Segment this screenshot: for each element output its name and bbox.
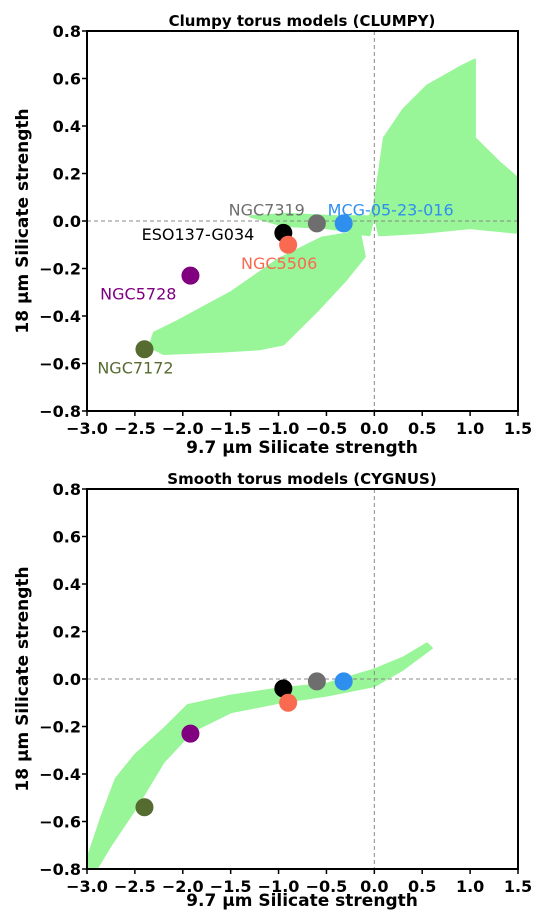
x-tick-label: −2.5: [114, 419, 156, 438]
point-mcg-05-23-016: [334, 672, 353, 691]
point-ngc7172: [135, 798, 154, 817]
y-tick-label: 0.4: [53, 117, 81, 136]
chart-title: Clumpy torus models (CLUMPY): [169, 12, 436, 30]
point-eso137-g034: [274, 679, 293, 698]
y-tick-label: 0.2: [53, 165, 81, 184]
x-tick-label: −1.0: [258, 877, 300, 896]
y-tick-label: −0.2: [39, 260, 81, 279]
x-tick-label: 0.5: [408, 419, 436, 438]
y-tick-label: 0.6: [53, 528, 81, 547]
label-mcg-05-23-016: MCG-05-23-016: [328, 200, 454, 219]
x-tick-label: −0.5: [306, 419, 348, 438]
y-tick-label: 0.8: [53, 480, 81, 499]
point-ngc5506: [279, 693, 298, 712]
point-ngc5728: [181, 266, 200, 285]
point-mcg-05-23-016: [334, 214, 353, 233]
plot-area: [87, 489, 518, 869]
x-tick-label: −1.5: [210, 419, 252, 438]
y-tick-label: 0.2: [53, 623, 81, 642]
x-tick-label: 0.0: [360, 419, 388, 438]
x-tick-label: −1.5: [210, 877, 252, 896]
y-tick-label: −0.8: [39, 860, 81, 879]
x-axis-label: 9.7 μm Silicate strength: [186, 438, 418, 458]
x-tick-label: −3.0: [66, 877, 108, 896]
label-eso137-g034: ESO137-G034: [142, 225, 255, 244]
y-tick-label: −0.6: [39, 813, 81, 832]
y-tick-label: −0.6: [39, 355, 81, 374]
x-tick-label: 0.5: [408, 877, 436, 896]
x-tick-label: 1.0: [456, 419, 484, 438]
y-axis-label: 18 μm Silicate strength: [13, 108, 33, 333]
y-tick-label: 0.6: [53, 70, 81, 89]
y-tick-label: −0.4: [39, 765, 81, 784]
point-ngc5728: [181, 724, 200, 743]
y-tick-label: −0.8: [39, 402, 81, 421]
x-tick-label: −2.0: [162, 419, 204, 438]
x-tick-label: 1.5: [504, 877, 532, 896]
point-ngc5506: [279, 235, 298, 254]
model-region: [148, 58, 518, 355]
x-axis-label: 9.7 μm Silicate strength: [186, 891, 418, 910]
chart-title: Smooth torus models (CYGNUS): [167, 470, 436, 488]
point-ngc7319: [307, 672, 326, 691]
x-tick-label: −1.0: [258, 419, 300, 438]
label-ngc5728: NGC5728: [100, 285, 176, 304]
label-ngc5506: NGC5506: [241, 254, 317, 273]
y-tick-label: 0.0: [53, 670, 81, 689]
point-ngc7319: [307, 214, 326, 233]
y-axis-label: 18 μm Silicate strength: [13, 566, 33, 791]
y-tick-label: 0.4: [53, 575, 81, 594]
x-tick-label: −2.0: [162, 877, 204, 896]
model-region: [87, 642, 433, 869]
x-tick-label: −3.0: [66, 419, 108, 438]
x-tick-label: 0.0: [360, 877, 388, 896]
y-tick-label: 0.0: [53, 212, 81, 231]
label-ngc7172: NGC7172: [97, 358, 173, 377]
x-tick-label: −2.5: [114, 877, 156, 896]
y-tick-label: −0.4: [39, 307, 81, 326]
x-tick-label: 1.5: [504, 419, 532, 438]
clumpy-panel: Clumpy torus models (CLUMPY) 9.7 μm Sili…: [13, 12, 532, 458]
cygnus-panel: Smooth torus models (CYGNUS) 9.7 μm Sili…: [13, 470, 532, 910]
x-tick-label: 1.0: [456, 877, 484, 896]
y-tick-label: 0.8: [53, 22, 81, 41]
y-tick-label: −0.2: [39, 718, 81, 737]
point-ngc7172: [135, 340, 154, 359]
plot-area: [87, 31, 518, 411]
x-tick-label: −0.5: [306, 877, 348, 896]
label-ngc7319: NGC7319: [229, 200, 305, 219]
